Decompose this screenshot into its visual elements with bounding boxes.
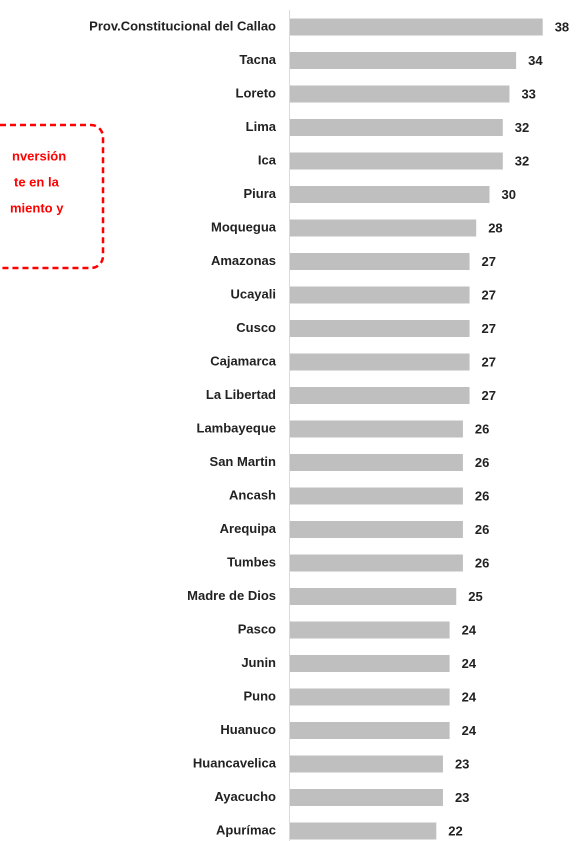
value-label: 24 <box>462 656 477 671</box>
value-label: 26 <box>475 488 489 503</box>
bar <box>290 722 450 739</box>
category-label: Pasco <box>238 621 276 636</box>
bar <box>290 688 450 706</box>
value-label: 27 <box>482 254 496 269</box>
category-label: Junin <box>241 655 276 670</box>
value-label: 25 <box>468 589 482 604</box>
value-label: 23 <box>455 756 469 771</box>
bar <box>290 320 470 337</box>
bar <box>290 286 470 304</box>
category-label: Huanuco <box>220 722 276 737</box>
value-label: 24 <box>462 689 477 704</box>
bar <box>290 521 463 538</box>
bar <box>290 789 443 806</box>
value-label: 34 <box>528 53 543 68</box>
category-label: Ayacucho <box>214 789 276 804</box>
category-label: Piura <box>243 186 276 201</box>
category-label: Arequipa <box>220 521 277 536</box>
value-label: 26 <box>475 421 489 436</box>
bar <box>290 119 503 136</box>
bar <box>290 554 463 572</box>
value-label: 27 <box>482 354 496 369</box>
value-label: 24 <box>462 723 477 738</box>
value-label: 22 <box>448 823 462 838</box>
value-label: 26 <box>475 522 489 537</box>
bar <box>290 755 443 773</box>
category-label: Loreto <box>236 85 277 100</box>
bar <box>290 487 463 505</box>
value-label: 30 <box>502 187 516 202</box>
bar <box>290 18 543 36</box>
bar <box>290 621 450 639</box>
category-label: Tacna <box>239 52 276 67</box>
category-label: Huancavelica <box>193 755 277 770</box>
value-label: 38 <box>555 19 569 34</box>
bar <box>290 822 437 840</box>
category-label: Apurímac <box>216 822 276 837</box>
value-label: 26 <box>475 555 489 570</box>
bar <box>290 353 470 371</box>
annotation-text: nversión <box>12 148 66 163</box>
value-label: 27 <box>482 388 496 403</box>
bar <box>290 588 457 605</box>
category-label: Lambayeque <box>197 420 276 435</box>
value-label: 27 <box>482 287 496 302</box>
category-label: Tumbes <box>227 554 276 569</box>
category-label: Puno <box>244 688 277 703</box>
bar <box>290 186 490 203</box>
value-label: 32 <box>515 120 529 135</box>
category-label: Ica <box>258 152 277 167</box>
annotation-text: miento y <box>10 200 64 215</box>
bar <box>290 219 477 237</box>
bar <box>290 420 463 438</box>
value-label: 28 <box>488 220 502 235</box>
category-label: Prov.Constitucional del Callao <box>89 18 276 33</box>
bar <box>290 387 470 404</box>
category-label: Amazonas <box>211 253 276 268</box>
bar <box>290 85 510 103</box>
category-label: Madre de Dios <box>187 588 276 603</box>
category-label: Cusco <box>236 320 276 335</box>
category-label: Ancash <box>229 487 276 502</box>
value-label: 26 <box>475 455 489 470</box>
annotation-text: te en la <box>14 174 60 189</box>
value-label: 33 <box>521 86 535 101</box>
category-label: Moquegua <box>211 219 277 234</box>
value-label: 24 <box>462 622 477 637</box>
bar <box>290 253 470 270</box>
category-label: La Libertad <box>206 387 276 402</box>
category-label: San Martin <box>210 454 277 469</box>
annotation-box <box>0 123 105 270</box>
bar <box>290 454 463 471</box>
bar <box>290 152 503 170</box>
value-label: 23 <box>455 790 469 805</box>
value-label: 27 <box>482 321 496 336</box>
value-label: 32 <box>515 153 529 168</box>
category-label: Ucayali <box>230 286 276 301</box>
category-label: Lima <box>246 119 277 134</box>
bar <box>290 52 517 69</box>
bar <box>290 655 450 672</box>
category-label: Cajamarca <box>210 353 277 368</box>
